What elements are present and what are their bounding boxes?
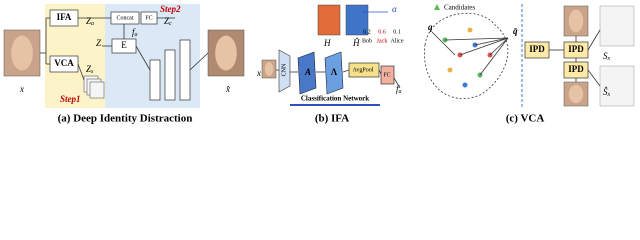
encoder-label: E [121,40,127,50]
a-label: A [304,67,311,77]
face [264,62,274,76]
arrow [489,37,509,56]
score: 0.2 [363,29,371,35]
zs: Zs [86,64,94,75]
input-label: x [256,68,261,78]
za: Za [86,16,94,27]
arrow [189,52,209,71]
arrow [393,77,401,89]
heatmap [345,4,369,36]
candidate [462,82,468,88]
arrow [342,69,350,73]
legend-label: Candidates [444,4,475,12]
feature-lambda [324,51,344,95]
arrow [587,29,601,51]
decoder-block [164,49,176,101]
arrow [431,31,456,56]
face [215,35,237,71]
zc: Zc [164,16,172,27]
lambda-label: Λ [331,67,338,77]
score: 0.1 [393,29,401,35]
heatmap [317,4,341,36]
arrow [135,45,151,71]
caption-b: (b) IFA [315,113,349,125]
ipd-label: IPD [529,44,545,54]
name: Alice [391,38,404,44]
shape-image [599,65,635,107]
arrow [378,69,382,75]
cnn-block [278,49,291,93]
arrow [474,37,509,46]
face [568,84,584,104]
shape-image [599,5,635,47]
decoder-block [179,39,191,101]
concat-label: Concat [117,15,134,21]
vca-box-label: VCA [54,58,74,68]
fa: fa [132,27,138,38]
sample-image [89,81,105,99]
s: Sx [603,51,611,62]
candidate-region [424,12,509,100]
caption-c: (c) VCA [506,113,545,125]
candidate [467,27,473,33]
face [11,35,33,71]
figure: x IFA VCA Concat FC E Step2 Step1 Za Zc … [3,4,635,125]
ipd-label: IPD [568,44,584,54]
h-hat: Ĥ [352,38,360,48]
z: Z [96,38,102,48]
h: H [323,38,331,48]
name: Jack [377,38,388,44]
fa: fa [396,84,402,95]
arrow [479,37,509,76]
step2: Step2 [160,4,181,14]
layout [3,4,635,108]
face [568,9,584,33]
avgpool-label: AvgPool [353,67,374,73]
input-label: x [19,84,24,94]
q: q [428,22,433,32]
caption-a: (a) Deep Identity Distraction [58,113,193,125]
score: 0.6 [378,29,386,35]
ipd-label: IPD [568,64,584,74]
name: Bob [362,38,372,44]
feature-a [297,51,317,95]
fc-label: FC [383,72,390,78]
q-bar: q̄ [513,26,518,36]
candidate [447,67,453,73]
output-label: x̂ [225,84,230,94]
decoder-block [149,59,161,101]
network-label: Classification Network [301,95,369,103]
arrow [444,37,509,41]
ifa-box-label: IFA [57,12,72,22]
arrow [587,69,601,87]
fc-label: FC [145,15,152,21]
step1: Step1 [60,94,81,104]
arrow [459,37,509,56]
box [380,65,395,85]
cnn-label: CNN [281,63,287,76]
arrow [77,63,85,81]
network-bar [290,104,380,106]
alpha: α [392,4,397,14]
legend-marker [434,4,440,10]
s-hat: Ŝx [603,87,611,98]
